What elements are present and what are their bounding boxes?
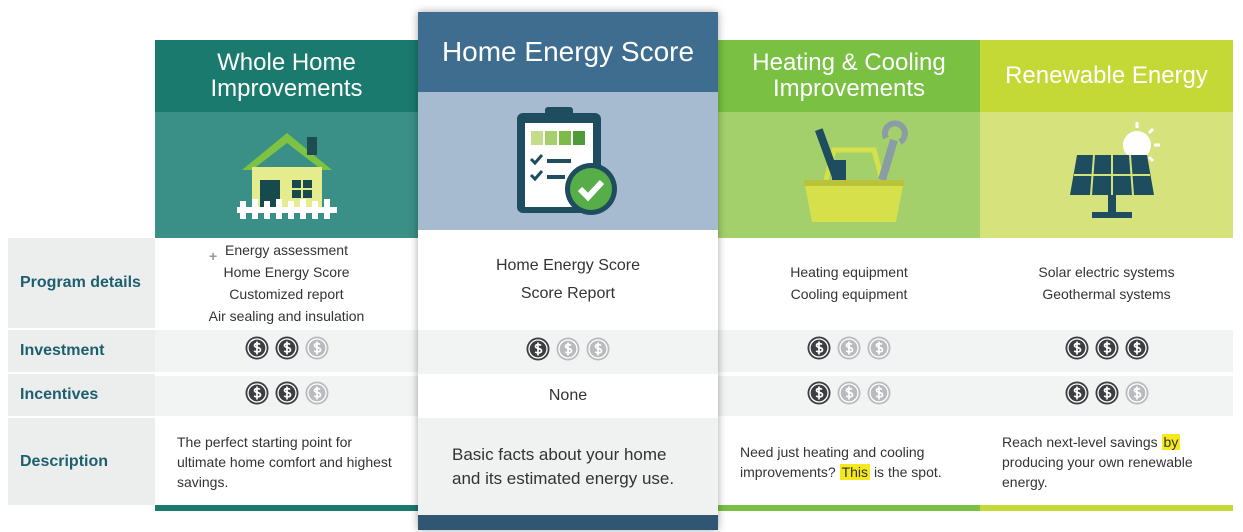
dollar-rating [1062,336,1152,366]
column-header: Home Energy Score [418,12,718,92]
column: Whole Home Improvements Energy assessmen… [155,40,418,511]
row-label: Incentives [8,374,155,416]
description-text: Reach next-level savings by producing yo… [1002,432,1211,492]
dollar-icon-empty [1125,381,1149,405]
description: The perfect starting point for ultimate … [155,418,418,505]
dollar-icon-filled [1095,336,1119,360]
row-label: Investment [8,330,155,372]
dollar-rating [804,336,894,366]
column-header: Whole Home Improvements [155,40,418,112]
column-footer-bar [718,505,980,511]
column-icon [718,112,980,238]
dollar-icon-empty [837,381,861,405]
highlight-text: by [1162,434,1181,450]
dollar-icon-filled [1095,381,1119,405]
incentives-text: None [549,385,587,407]
dollar-icon-filled [1065,381,1089,405]
detail-item: Energy assessment+ [225,239,348,261]
dollar-icon-filled [1125,336,1149,360]
row-label: Program details [8,238,155,328]
dollar-rating [242,336,332,366]
dollar-icon-empty [586,337,610,361]
description: Basic facts about your home and its esti… [418,418,718,515]
detail-item: Heating equipment [790,261,908,283]
description-text: Need just heating and cooling improvemen… [740,442,958,482]
plus-icon: + [209,245,217,267]
detail-item: Geothermal systems [1042,283,1170,305]
column-icon [980,112,1233,238]
icon [1042,120,1172,230]
investment [155,330,418,372]
column-header: Renewable Energy [980,40,1233,112]
dollar-icon-filled [807,381,831,405]
dollar-icon-empty [305,336,329,360]
detail-item: Customized report [229,283,343,305]
incentives [718,374,980,416]
incentives [155,374,418,416]
detail-item: Cooling equipment [791,283,908,305]
dollar-icon-empty [837,336,861,360]
column-footer-bar [155,505,418,511]
investment [980,330,1233,372]
dollar-rating [523,337,613,367]
detail-item: Air sealing and insulation [209,305,365,327]
dollar-icon-empty [867,381,891,405]
column: Heating & Cooling Improvements Heating e… [718,40,980,511]
icon [774,120,924,230]
column-footer-bar [980,505,1233,511]
detail-item: Solar electric systems [1038,261,1174,283]
icon [503,101,633,221]
text: Reach next-level savings [1002,434,1158,450]
column-footer-bar [418,515,718,530]
highlight-text: This [840,464,870,480]
description-text: Basic facts about your home and its esti… [452,443,684,491]
dollar-icon-empty [867,336,891,360]
dollar-icon-filled [275,336,299,360]
dollar-icon-empty [305,381,329,405]
row-label: Description [8,418,155,505]
dollar-icon-filled [245,381,269,405]
dollar-rating [242,381,332,411]
investment [718,330,980,372]
incentives: None [418,374,718,418]
detail-item: Score Report [521,280,615,308]
page: {"row_labels":["Program details","Invest… [0,0,1243,532]
dollar-rating [804,381,894,411]
dollar-icon-filled [807,336,831,360]
dollar-icon-filled [526,337,550,361]
text: producing your own renewable energy. [1002,454,1193,490]
icon [222,125,352,225]
column-header: Heating & Cooling Improvements [718,40,980,112]
dollar-icon-filled [1065,336,1089,360]
detail-item: Home Energy Score [223,261,349,283]
text: is the spot. [874,464,942,480]
column-icon [155,112,418,238]
dollar-icon-filled [245,336,269,360]
description: Need just heating and cooling improvemen… [718,418,980,505]
dollar-rating [1062,381,1152,411]
investment [418,330,718,374]
dollar-icon-filled [275,381,299,405]
dollar-icon-empty [556,337,580,361]
incentives [980,374,1233,416]
column-icon [418,92,718,230]
text: The perfect starting point for ultimate … [177,434,392,490]
description-text: The perfect starting point for ultimate … [177,432,396,492]
text: Basic facts about your home and its esti… [452,445,674,488]
description: Reach next-level savings by producing yo… [980,418,1233,505]
detail-item: Home Energy Score [496,252,640,280]
